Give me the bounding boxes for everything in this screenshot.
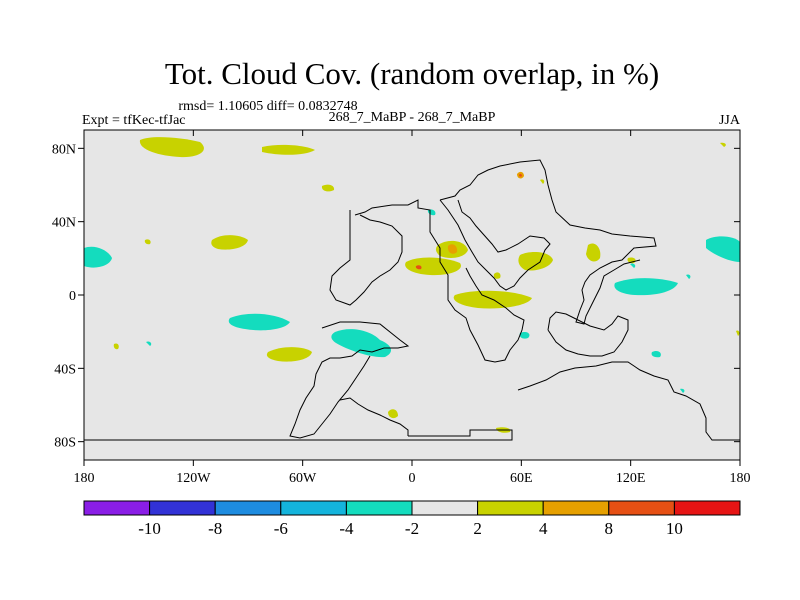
- arabia-outline: [439, 199, 551, 291]
- map-panel: [83, 129, 741, 461]
- y-tick-label: 0: [69, 289, 76, 304]
- patch: [321, 184, 335, 192]
- x-tick-label: 180: [74, 471, 95, 486]
- coastlines: [84, 159, 740, 441]
- colorbar-label: -4: [339, 519, 354, 538]
- patch: [405, 257, 461, 276]
- patch: [113, 343, 119, 350]
- colorbar-swatch: [214, 500, 282, 516]
- australia-outline: [517, 361, 740, 441]
- x-tick-label: 60E: [510, 471, 533, 486]
- season-label: JJA: [719, 113, 741, 128]
- patch: [447, 244, 458, 254]
- x-tick-label: 120E: [616, 471, 646, 486]
- colorbar-swatch: [477, 500, 544, 516]
- y-tick-label: 40N: [52, 216, 76, 231]
- colorbar-label: 4: [539, 519, 548, 538]
- x-tick-label: 0: [409, 471, 416, 486]
- patch: [146, 341, 152, 346]
- colorbar-label: 2: [473, 519, 482, 538]
- patch: [144, 239, 151, 245]
- patch: [519, 173, 522, 177]
- patch: [686, 274, 691, 279]
- patch: [651, 350, 661, 358]
- stats-label: rmsd= 1.10605 diff= 0.0832748: [178, 99, 357, 114]
- colorbar-label: -8: [208, 519, 222, 538]
- colorbar-swatch: [542, 500, 610, 516]
- patch: [586, 243, 601, 262]
- colorbar-label: -6: [274, 519, 288, 538]
- colorbar-swatch: [411, 500, 479, 516]
- colorbar-label: 8: [605, 519, 614, 538]
- patch: [736, 330, 740, 336]
- patch: [493, 272, 501, 279]
- colorbar-swatch: [83, 500, 151, 516]
- patch: [680, 388, 685, 393]
- patch: [614, 278, 678, 296]
- colorbar-swatch: [608, 500, 675, 516]
- colorbar-label: -10: [138, 519, 161, 538]
- patch: [540, 179, 545, 184]
- x-tick-label: 120W: [176, 471, 211, 486]
- patch: [415, 265, 422, 270]
- patch: [706, 236, 740, 262]
- y-tick-label: 80N: [52, 142, 76, 157]
- peninsula-outline: [339, 397, 409, 436]
- map-background: [84, 130, 740, 460]
- y-tick-label: 40S: [54, 362, 76, 377]
- colorbar-swatch: [280, 500, 347, 516]
- patch: [720, 142, 726, 147]
- colorbar-swatch: [149, 500, 216, 516]
- antarctica-outline: [84, 429, 513, 441]
- x-tick-label: 60W: [289, 471, 317, 486]
- north-america-outline: [329, 210, 403, 306]
- y-tick-label: 80S: [54, 436, 76, 451]
- x-axis: 180 120W 60W 0 60E 120E 180: [74, 130, 751, 486]
- y-axis: 80N 40N 0 40S 80S: [52, 142, 740, 451]
- south-america-outline: [289, 321, 410, 439]
- patch: [518, 252, 553, 271]
- run-label: 268_7_MaBP - 268_7_MaBP: [329, 110, 496, 125]
- x-tick-label: 180: [730, 471, 751, 486]
- indonesia-outline: [547, 311, 629, 357]
- colorbar: -10 -8 -6 -4 -2 2 4 8 10: [83, 500, 741, 538]
- anomaly-patches: [84, 137, 740, 433]
- patch: [211, 235, 248, 250]
- colorbar-swatch: [345, 500, 413, 516]
- patch: [388, 409, 398, 419]
- eurasia-outline: [439, 159, 657, 325]
- colorbar-label: -2: [405, 519, 419, 538]
- colorbar-swatch: [673, 500, 741, 516]
- patch: [139, 137, 204, 158]
- patch: [84, 246, 112, 268]
- patch: [262, 144, 315, 155]
- africa-outline: [354, 199, 525, 363]
- patch: [519, 331, 530, 339]
- map-title: Tot. Cloud Cov. (random overlap, in %): [165, 56, 659, 91]
- colorbar-label: 10: [666, 519, 683, 538]
- patch: [266, 347, 312, 362]
- experiment-label: Expt = tfKec-tfJac: [82, 113, 186, 128]
- patch: [630, 263, 636, 268]
- patch: [228, 313, 290, 331]
